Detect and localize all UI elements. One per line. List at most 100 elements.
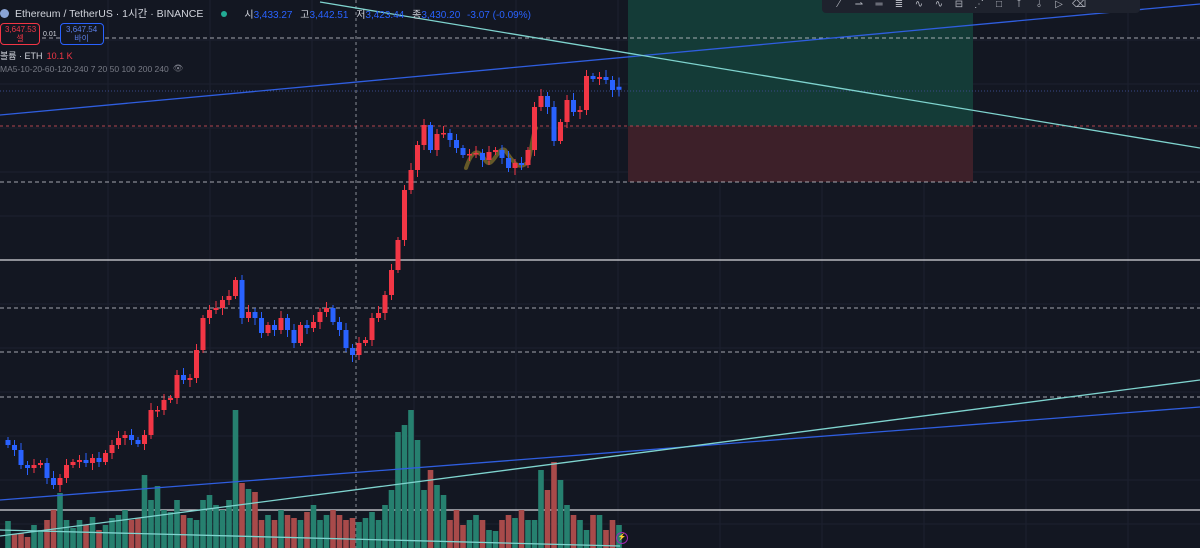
candle-body: [278, 318, 284, 330]
volume-bar: [518, 510, 525, 548]
volume-bar: [122, 510, 128, 548]
volume-bar: [174, 500, 180, 548]
volume-bar: [245, 489, 252, 548]
volume-bar: [570, 515, 577, 548]
volume-bar: [167, 512, 174, 548]
candle-body: [31, 465, 37, 468]
candle-body: [395, 240, 401, 270]
candle-body: [571, 100, 576, 112]
candle-body: [83, 460, 89, 463]
candle-body: [103, 453, 108, 462]
volume-bar: [609, 520, 616, 548]
lightning-icon[interactable]: ⚡: [616, 532, 628, 544]
candle-body: [434, 134, 440, 150]
high-label: 고: [300, 10, 310, 21]
price-range-icon[interactable]: ⊟: [954, 0, 964, 10]
candle-body: [525, 150, 531, 165]
volume-bar: [148, 500, 154, 548]
line-icon[interactable]: ⁄: [838, 0, 840, 10]
volume-bar: [401, 425, 408, 548]
candle-body: [12, 445, 17, 450]
close-label: 종: [412, 10, 422, 21]
ray-icon[interactable]: ⇀: [854, 0, 864, 10]
trendline-lower-blue: [0, 406, 1200, 501]
parallel-channel-icon[interactable]: ═: [875, 0, 883, 10]
candle-body: [109, 445, 115, 453]
candle-body: [382, 295, 388, 313]
pattern-icon[interactable]: ∿: [914, 0, 924, 10]
candle-body: [18, 450, 24, 465]
sell-label: 셀: [16, 34, 24, 43]
volume-bar: [317, 520, 323, 548]
volume-legend[interactable]: 볼륨 · ETH 10.1 K: [0, 49, 73, 62]
candle-body: [220, 300, 225, 308]
volume-bar: [473, 515, 479, 548]
candle-body: [246, 312, 251, 318]
candle-body: [584, 76, 589, 110]
volume-bar: [44, 520, 50, 548]
low-value: 3,423.44: [365, 10, 405, 21]
candle-body: [337, 322, 342, 330]
low-label: 저: [356, 10, 366, 21]
volume-bar: [213, 505, 219, 548]
volume-bar: [330, 510, 336, 548]
volume-bar: [200, 500, 206, 548]
brush-drawing: [464, 126, 538, 170]
brush-icon[interactable]: ▷: [1055, 0, 1063, 10]
drawing-toolbar: ⁄ ⇀ ═ ≣ ∿ ∿ ⊟ ⋰ □ ⊺ ⫰ ▷ ⌫: [822, 0, 1140, 13]
volume-bar: [323, 515, 330, 548]
volume-bar: [414, 440, 421, 548]
trendline-descending-teal: [319, 1, 1200, 149]
candle-body: [343, 330, 349, 348]
volume-bar: [388, 490, 395, 548]
sell-button[interactable]: 3,647.53 셀: [0, 23, 40, 45]
candle-body: [194, 350, 199, 378]
eraser-icon[interactable]: ⌫: [1072, 0, 1087, 10]
volume-bar: [154, 486, 161, 548]
volume-bar: [70, 528, 76, 548]
candle-body: [77, 460, 82, 462]
candle-body: [467, 154, 472, 156]
volume-bar: [603, 530, 609, 548]
volume-bar: [427, 470, 434, 548]
eye-icon[interactable]: 👁: [172, 63, 184, 73]
date-range-icon[interactable]: ⋰: [974, 0, 984, 10]
candle-body: [532, 107, 537, 150]
candle-body: [519, 163, 524, 165]
rectangle-icon[interactable]: □: [995, 0, 1003, 10]
volume-bar: [265, 515, 271, 548]
ethereum-logo-icon: [0, 9, 9, 18]
ma-legend[interactable]: MA5-10-20-60-120-240 7 20 50 100 200 240…: [0, 63, 184, 74]
volume-bar: [31, 525, 37, 548]
buy-button[interactable]: 3,647.54 바이: [59, 23, 104, 45]
candle-body: [499, 150, 505, 158]
volume-bar: [531, 520, 538, 548]
volume-bar: [596, 515, 603, 548]
volume-bar: [271, 520, 278, 548]
anchor-icon[interactable]: ⫰: [1036, 0, 1042, 10]
volume-bar: [564, 505, 570, 548]
candle-body: [304, 325, 310, 328]
fib-icon[interactable]: ≣: [894, 0, 904, 10]
candle-body: [480, 153, 485, 160]
candle-body: [590, 76, 596, 79]
candle-body: [207, 310, 212, 318]
symbol-title[interactable]: Ethereum / TetherUS · 1시간 · BINANCE: [15, 8, 204, 20]
measure-icon[interactable]: ⊺: [1016, 0, 1022, 10]
zigzag-icon[interactable]: ∿: [934, 0, 944, 10]
volume-bar: [408, 410, 414, 548]
close-value: 3,430.20: [421, 10, 461, 21]
spread-value: 0.01: [43, 30, 57, 38]
volume-bar: [102, 525, 109, 548]
volume-bar: [63, 520, 70, 548]
candle-body: [330, 308, 336, 322]
volume-bar: [590, 515, 596, 548]
candle-body: [129, 435, 134, 440]
candle-body: [70, 462, 76, 465]
volume-bar: [525, 520, 531, 548]
candle-body: [597, 77, 602, 79]
volume-bar: [193, 520, 200, 548]
candle-body: [616, 86, 622, 90]
volume-bar: [37, 530, 44, 548]
